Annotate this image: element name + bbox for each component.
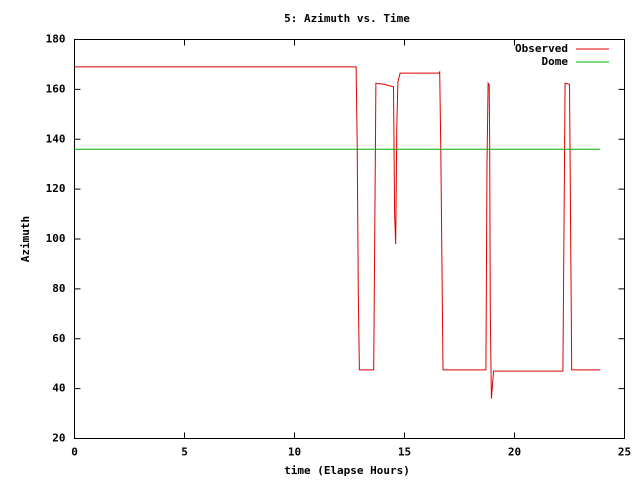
legend-label: Observed [515,42,568,55]
y-tick-label: 40 [52,382,65,395]
y-tick-label: 180 [46,33,66,46]
x-tick-label: 5 [181,446,188,459]
y-axis-label: Azimuth [19,216,32,262]
x-tick-label: 15 [398,446,411,459]
y-tick-label: 160 [46,82,66,95]
y-tick-label: 100 [46,232,66,245]
x-axis-label: time (Elapse Hours) [284,464,410,477]
x-tick-label: 10 [288,446,301,459]
y-tick-label: 20 [52,432,65,445]
legend-label: Dome [542,55,569,68]
x-tick-label: 0 [71,446,78,459]
y-tick-label: 120 [46,182,66,195]
chart-title: 5: Azimuth vs. Time [284,12,410,25]
y-tick-label: 60 [52,332,65,345]
series-line [74,66,601,399]
y-tick-label: 140 [46,132,66,145]
x-tick-label: 20 [508,446,521,459]
x-tick-label: 25 [618,446,631,459]
y-tick-label: 80 [52,282,65,295]
